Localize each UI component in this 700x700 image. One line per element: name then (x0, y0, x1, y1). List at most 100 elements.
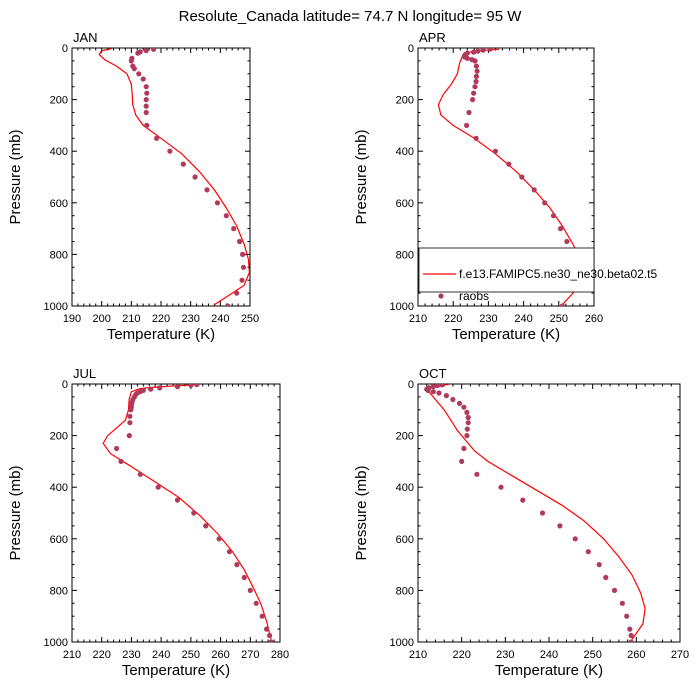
y-tick-label: 600 (50, 534, 68, 546)
raobs-point (241, 574, 247, 581)
y-tick-label: 800 (396, 249, 414, 261)
x-tick-label: 220 (444, 313, 462, 325)
data-layer (98, 48, 250, 306)
raobs-point (473, 73, 479, 79)
raobs-point (114, 445, 120, 452)
y-tick-label: 0 (408, 43, 414, 55)
y-axis-label: Pressure (mb) (7, 129, 24, 224)
raobs-point (167, 148, 173, 154)
raobs-point (464, 122, 470, 128)
y-tick-label: 600 (396, 198, 414, 210)
y-tick-label: 1000 (44, 637, 68, 649)
y-tick-label: 200 (50, 95, 68, 107)
raobs-point (127, 420, 133, 426)
raobs-point (191, 510, 197, 516)
panel-apr: 210 220 230 240 250 260 0 200 400 600 800 1000 Tempe… (353, 30, 657, 343)
raobs-point (466, 109, 472, 116)
raobs-point (155, 484, 161, 490)
x-tick-label: 250 (182, 649, 200, 661)
raobs-point (128, 407, 134, 413)
raobs-point (223, 213, 229, 219)
raobs-point (240, 264, 247, 270)
raobs-point (559, 303, 565, 306)
raobs-point (154, 135, 160, 141)
x-tick-label: 260 (585, 313, 603, 325)
raobs-point (194, 384, 200, 388)
panel-jan: 190 200 210 220 230 240 250 0 200 400 600 800 1000 Te… (7, 30, 259, 343)
y-axis-label: Pressure (mb) (7, 465, 24, 560)
raobs-point (188, 384, 194, 388)
raobs-point (498, 484, 504, 490)
raobs-point (542, 200, 548, 206)
raobs-point (131, 66, 137, 72)
legend-model-label: f.e13.FAMIPC5.ne30_ne30.beta02.t5 (459, 267, 657, 281)
raobs-point (470, 97, 476, 103)
x-axis-label: Temperature (K) (122, 662, 230, 679)
raobs-point (603, 574, 609, 581)
x-tick-label: 200 (92, 313, 110, 325)
x-tick-label: 240 (211, 313, 229, 325)
model-profile-line (102, 384, 272, 640)
raobs-point (127, 413, 133, 419)
y-tick-label: 1000 (390, 637, 414, 649)
raobs-point (487, 48, 493, 52)
data-layer (102, 384, 274, 642)
raobs-point (557, 523, 563, 529)
raobs-point (180, 161, 186, 167)
y-tick-label: 400 (50, 146, 68, 158)
x-tick-label: 260 (211, 649, 229, 661)
y-tick-label: 200 (50, 431, 68, 443)
raobs-point (253, 600, 259, 606)
x-tick-label: 210 (122, 313, 140, 325)
raobs-point (471, 49, 477, 55)
raobs-point (624, 613, 630, 619)
raobs-point (558, 226, 564, 232)
y-tick-label: 1000 (44, 301, 68, 313)
raobs-point (140, 76, 146, 82)
y-tick-label: 600 (396, 534, 414, 546)
raobs-point (628, 639, 634, 642)
raobs-point (539, 510, 546, 516)
raobs-point (136, 71, 142, 77)
x-tick-label: 230 (496, 649, 514, 661)
legend-box (418, 247, 595, 293)
model-profile-line (425, 384, 646, 640)
plot-frame (417, 383, 681, 643)
panel-label: JAN (73, 30, 98, 45)
raobs-point (203, 523, 209, 529)
y-tick-label: 0 (408, 379, 414, 391)
raobs-point (174, 497, 181, 503)
raobs-point (430, 384, 436, 390)
raobs-point (475, 48, 481, 54)
raobs-point (585, 549, 591, 555)
raobs-point (596, 562, 602, 568)
x-tick-label: 210 (409, 313, 427, 325)
raobs-point (473, 78, 479, 85)
x-tick-label: 270 (241, 649, 259, 661)
x-tick-label: 270 (671, 649, 689, 661)
raobs-point (192, 174, 198, 180)
raobs-point (216, 536, 222, 542)
x-tick-label: 190 (63, 313, 81, 325)
raobs-point (143, 97, 149, 103)
raobs-point (465, 414, 471, 421)
raobs-point (492, 148, 498, 154)
x-tick-label: 250 (550, 313, 568, 325)
raobs-point (471, 90, 477, 96)
figure-title: Resolute_Canada latitude= 74.7 N longitu… (179, 8, 523, 25)
model-profile-line (98, 48, 250, 306)
raobs-point (264, 626, 270, 632)
plot-frame (71, 383, 281, 643)
x-tick-label: 260 (627, 649, 645, 661)
x-tick-label: 240 (540, 649, 558, 661)
raobs-point (461, 445, 467, 452)
raobs-point (473, 63, 479, 69)
panel-label: APR (419, 30, 446, 45)
raobs-point (237, 238, 243, 245)
raobs-point (506, 161, 512, 167)
y-tick-label: 400 (50, 482, 68, 494)
raobs-point (143, 48, 149, 54)
x-tick-label: 210 (63, 649, 81, 661)
